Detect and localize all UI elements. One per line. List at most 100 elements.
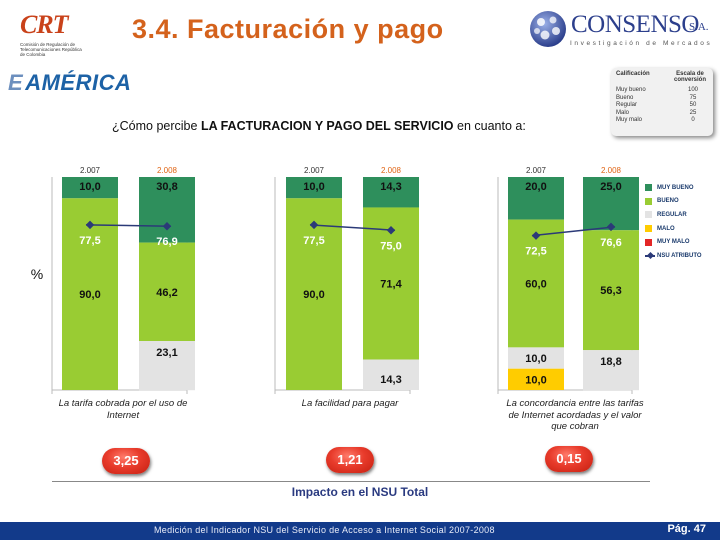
bar-segment-bueno — [286, 198, 342, 390]
page-number: Pág. 47 — [667, 523, 706, 535]
legend-label: REGULAR — [657, 211, 687, 218]
bar-segment-muy-bueno — [286, 177, 342, 199]
question-prefix: ¿Cómo percibe — [112, 119, 201, 133]
year-label: 2.007 — [304, 166, 325, 175]
impact-divider — [52, 481, 650, 482]
legend-label: BUENO — [657, 198, 679, 205]
nsu-line — [85, 224, 172, 227]
footer-text: Medición del Indicador NSU del Servicio … — [154, 525, 495, 535]
impact-badge-concordancia: 0,15 — [545, 446, 593, 472]
scale-label: Malo — [616, 109, 630, 116]
data-label-muy-bueno: 30,8 — [156, 181, 177, 193]
data-label-regular: 18,8 — [600, 356, 621, 368]
legend-label: MALO — [657, 225, 675, 232]
scale-row: Muy bueno 100 — [616, 87, 708, 95]
scale-value: 100 — [687, 87, 698, 93]
client-logo-prefix: E — [8, 70, 24, 95]
data-label-bueno: 56,3 — [600, 285, 621, 297]
legend-label: MUY BUENO — [657, 184, 694, 191]
scale-row: Bueno 75 — [616, 95, 708, 103]
data-label-muy-bueno: 10,0 — [303, 181, 324, 193]
bar-segment-muy-bueno — [583, 177, 639, 231]
client-logo-text: AMÉRICA — [25, 70, 132, 95]
data-label-regular: 23,1 — [156, 347, 177, 359]
nsu-value-label: 75,0 — [380, 240, 401, 252]
data-label-bueno: 90,0 — [79, 289, 100, 301]
bar-segment-muy-bueno — [508, 177, 564, 220]
bar-segment-bueno — [139, 242, 195, 342]
data-label-malo: 10,0 — [525, 374, 546, 386]
bar-segment-muy-bueno — [139, 177, 195, 243]
question-bold: LA FACTURACION Y PAGO DEL SERVICIO — [200, 119, 454, 133]
nsu-value-label: 77,5 — [303, 235, 324, 247]
scale-label: Muy malo — [616, 117, 643, 124]
scale-row: Muy malo 0 — [616, 117, 708, 125]
year-label: 2.008 — [157, 166, 178, 175]
legend-swatch-malo — [645, 225, 652, 233]
data-label-bueno: 60,0 — [525, 279, 546, 291]
data-label-bueno: 46,2 — [156, 287, 177, 299]
data-label-muy-bueno: 10,0 — [79, 181, 100, 193]
year-label: 2.007 — [80, 166, 101, 175]
legend-label: MUY MALO — [657, 239, 690, 246]
scale-row: Malo 25 — [616, 110, 708, 118]
year-label: 2.008 — [601, 166, 622, 175]
scale-value: 50 — [689, 102, 697, 109]
crt-logo-mark: CRT — [20, 10, 69, 39]
scale-value: 0 — [691, 117, 695, 124]
scale-header: Calificación Escala de conversión — [616, 71, 708, 83]
nsu-value-label: 76,6 — [600, 237, 621, 249]
nsu-value-label: 76,9 — [156, 236, 177, 248]
scale-col-conversion: Escala de conversión — [673, 71, 706, 83]
nsu-marker — [85, 220, 95, 230]
nsu-line — [309, 224, 396, 231]
question-suffix: en cuanto a: — [453, 119, 526, 133]
legend-line-nsu — [645, 252, 655, 260]
globe-icon — [530, 11, 566, 47]
year-label: 2.008 — [381, 166, 402, 175]
bar-segment-muy-bueno — [62, 177, 118, 199]
crt-logo-subtitle: Comisión de Regulación de Telecomunicaci… — [20, 42, 82, 57]
data-label-muy-bueno: 14,3 — [380, 181, 401, 193]
footer-bar: Medición del Indicador NSU del Servicio … — [0, 522, 720, 540]
client-logo: EAMÉRICA — [8, 70, 131, 96]
nsu-line — [531, 226, 616, 237]
year-label: 2.007 — [526, 166, 547, 175]
nsu-value-label: 72,5 — [525, 246, 546, 258]
conversion-scale-box: Calificación Escala de conversión Muy bu… — [611, 68, 713, 136]
data-label-regular: 10,0 — [525, 353, 546, 365]
nsu-value-label: 77,5 — [79, 235, 100, 247]
data-label-bueno: 71,4 — [380, 279, 402, 291]
legend-item: MALO — [645, 222, 702, 236]
impact-badge-facilidad: 1,21 — [326, 447, 374, 473]
consenso-sa: S.A. — [689, 21, 709, 33]
group-caption-facilidad: La facilidad para pagar — [301, 398, 399, 409]
legend-swatch-muy-malo — [645, 238, 652, 246]
consenso-tagline: Investigación de Mercados — [570, 40, 713, 47]
legend-item: REGULAR — [645, 208, 702, 222]
scale-col-rating: Calificación — [616, 71, 650, 77]
legend-item: NSU ATRIBUTO — [645, 249, 702, 263]
impact-label: Impacto en el NSU Total — [291, 485, 429, 499]
scale-value: 75 — [689, 94, 697, 101]
legend-swatch-bueno — [645, 197, 652, 205]
scale-label: Bueno — [616, 94, 634, 101]
scale-label: Muy bueno — [616, 87, 646, 93]
bar-segment-regular — [139, 341, 195, 391]
survey-question: ¿Cómo percibe LA FACTURACION Y PAGO DEL … — [112, 119, 526, 133]
data-label-bueno: 90,0 — [303, 289, 324, 301]
scale-label: Regular — [616, 102, 638, 109]
data-label-muy-bueno: 25,0 — [600, 181, 621, 193]
nsu-marker — [162, 221, 172, 231]
consenso-logo: CONSENSO S.A. Investigación de Mercados — [528, 8, 720, 50]
data-label-muy-bueno: 20,0 — [525, 181, 546, 193]
nsu-marker — [386, 226, 396, 235]
bar-segment-regular — [508, 347, 564, 369]
chart-legend: MUY BUENO BUENO REGULAR MALO MUY MALO NS… — [645, 181, 702, 263]
impact-badge-tarifa: 3,25 — [102, 448, 150, 474]
nsu-marker — [309, 220, 319, 230]
group-caption-concordancia: La concordancia entre las tarifas de Int… — [506, 398, 644, 432]
legend-item: BUENO — [645, 195, 702, 209]
bar-segment-bueno — [583, 230, 639, 351]
legend-item: MUY MALO — [645, 235, 702, 249]
